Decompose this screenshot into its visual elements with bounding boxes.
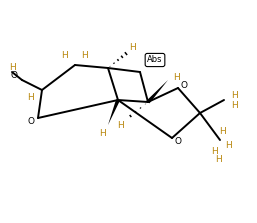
Text: H: H (215, 155, 221, 165)
Text: H: H (99, 128, 105, 138)
Text: O: O (27, 118, 34, 126)
Text: H: H (27, 93, 33, 103)
Text: H: H (225, 142, 231, 151)
Text: H: H (62, 52, 68, 60)
Text: H: H (231, 91, 237, 99)
Text: H: H (212, 147, 218, 157)
Text: Abs: Abs (147, 56, 163, 64)
Text: H: H (117, 120, 123, 130)
Text: H: H (82, 52, 88, 60)
Text: O: O (180, 81, 188, 91)
Text: O: O (175, 138, 181, 147)
Text: H: H (9, 62, 15, 72)
Text: O: O (11, 72, 17, 81)
Polygon shape (146, 80, 168, 103)
Polygon shape (108, 99, 120, 125)
Text: H: H (231, 101, 237, 109)
Text: H: H (220, 128, 226, 136)
Text: H: H (173, 72, 179, 81)
Text: H: H (130, 43, 136, 52)
